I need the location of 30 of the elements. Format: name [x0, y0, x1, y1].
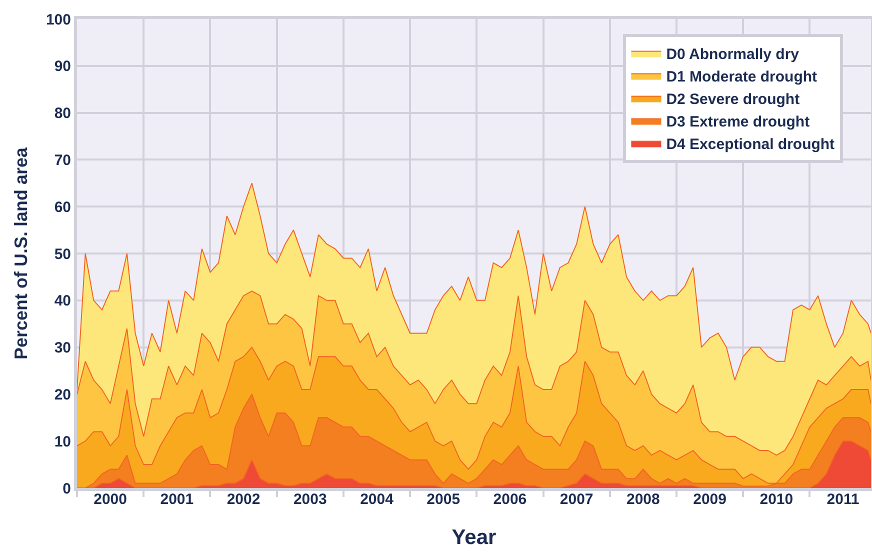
y-tick-label: 0: [62, 480, 71, 498]
y-tick-label: 20: [54, 386, 71, 404]
y-tick-label: 70: [54, 152, 71, 169]
x-tick-label: 2010: [760, 491, 794, 508]
legend-label: D0 Abnormally dry: [666, 46, 800, 64]
x-tick-label: 2003: [293, 491, 327, 508]
y-axis-title: Percent of U.S. land area: [11, 146, 32, 360]
x-tick-label: 2001: [160, 491, 194, 508]
x-tick-label: 2004: [360, 491, 394, 508]
x-tick-label: 2011: [826, 491, 860, 508]
x-tick-label: 2005: [426, 491, 460, 508]
y-tick-label: 50: [54, 246, 71, 263]
legend-label: D1 Moderate drought: [666, 68, 818, 86]
x-tick-label: 2008: [626, 491, 660, 508]
y-tick-label: 10: [54, 433, 71, 450]
y-tick-label: 80: [54, 105, 71, 122]
x-tick-label: 2006: [493, 491, 527, 508]
y-tick-label: 60: [54, 198, 71, 216]
y-tick-label: 100: [46, 11, 71, 28]
x-tick-label: 2009: [693, 491, 726, 508]
legend-label: D4 Exceptional drought: [666, 136, 835, 154]
x-tick-label: 2007: [560, 491, 594, 508]
legend-label: D3 Extreme drought: [666, 114, 810, 131]
y-tick-label: 40: [54, 292, 71, 310]
y-tick-label: 90: [54, 58, 71, 76]
x-axis-title: Year: [452, 526, 496, 550]
x-tick-label: 2000: [94, 491, 127, 508]
x-tick-label: 2002: [226, 491, 260, 508]
y-tick-label: 30: [54, 340, 71, 357]
legend-label: D2 Severe drought: [666, 91, 800, 108]
